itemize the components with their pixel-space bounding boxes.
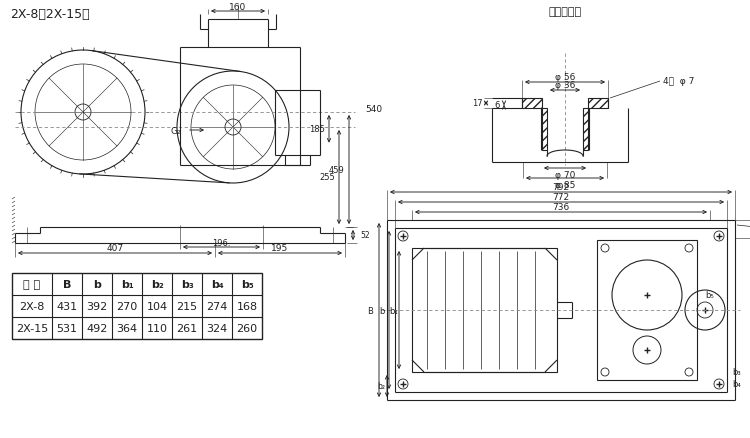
Text: 736: 736	[552, 203, 569, 212]
Text: 274: 274	[206, 301, 228, 311]
Text: 531: 531	[56, 323, 77, 333]
Text: b₂: b₂	[151, 279, 164, 290]
Text: 792: 792	[553, 183, 569, 192]
Text: 195: 195	[272, 244, 289, 253]
Text: 196.: 196.	[212, 239, 231, 248]
Text: 261: 261	[176, 323, 197, 333]
Text: B: B	[367, 306, 373, 315]
Bar	[597, 240, 697, 380]
Text: b: b	[379, 306, 384, 315]
Polygon shape	[542, 109, 547, 151]
Bar	[12, 273, 262, 339]
Text: 型 号: 型 号	[23, 279, 40, 290]
Text: 407: 407	[106, 244, 124, 253]
Text: 2X-8: 2X-8	[20, 301, 45, 311]
Text: 364: 364	[116, 323, 137, 333]
Text: 6: 6	[494, 101, 500, 110]
Text: 168: 168	[236, 301, 257, 311]
Text: φ 70: φ 70	[555, 170, 575, 179]
Text: b₁: b₁	[121, 279, 134, 290]
Text: b₂: b₂	[377, 381, 385, 391]
Text: φ 36: φ 36	[555, 81, 575, 90]
Text: b₄: b₄	[211, 279, 224, 290]
Text: b₄: b₄	[732, 380, 741, 389]
Text: 772: 772	[553, 193, 569, 202]
Text: B: B	[63, 279, 71, 290]
Text: φ 85: φ 85	[555, 180, 575, 189]
Text: 492: 492	[86, 323, 108, 333]
Text: 17: 17	[472, 99, 482, 108]
Polygon shape	[583, 109, 588, 151]
Text: b₅: b₅	[705, 291, 714, 300]
Text: b₃: b₃	[732, 367, 740, 377]
Text: 324: 324	[206, 323, 228, 333]
Text: 270: 270	[116, 301, 138, 311]
Text: 255: 255	[319, 173, 334, 182]
Polygon shape	[522, 99, 542, 109]
Text: 104: 104	[146, 301, 167, 311]
Text: 185: 185	[309, 125, 325, 134]
Bar	[412, 248, 557, 372]
Text: φ 56: φ 56	[555, 73, 575, 82]
Text: 进气口尺寸: 进气口尺寸	[548, 7, 581, 17]
Text: G₂: G₂	[170, 126, 181, 135]
Text: 540: 540	[365, 104, 382, 113]
Text: 459: 459	[329, 166, 345, 175]
Text: 4孔  φ 7: 4孔 φ 7	[663, 78, 694, 86]
Text: 52: 52	[360, 231, 370, 240]
Text: 215: 215	[176, 301, 197, 311]
Text: 260: 260	[236, 323, 257, 333]
Text: 431: 431	[56, 301, 77, 311]
Text: 2X-8，2X-15型: 2X-8，2X-15型	[10, 8, 90, 21]
Text: b₅: b₅	[241, 279, 254, 290]
Text: b: b	[93, 279, 101, 290]
Polygon shape	[588, 99, 608, 109]
Text: 392: 392	[86, 301, 108, 311]
Text: b₁: b₁	[389, 306, 398, 315]
Text: 2X-15: 2X-15	[16, 323, 48, 333]
Text: b₃: b₃	[181, 279, 194, 290]
Text: 110: 110	[146, 323, 167, 333]
Text: 160: 160	[230, 3, 247, 11]
